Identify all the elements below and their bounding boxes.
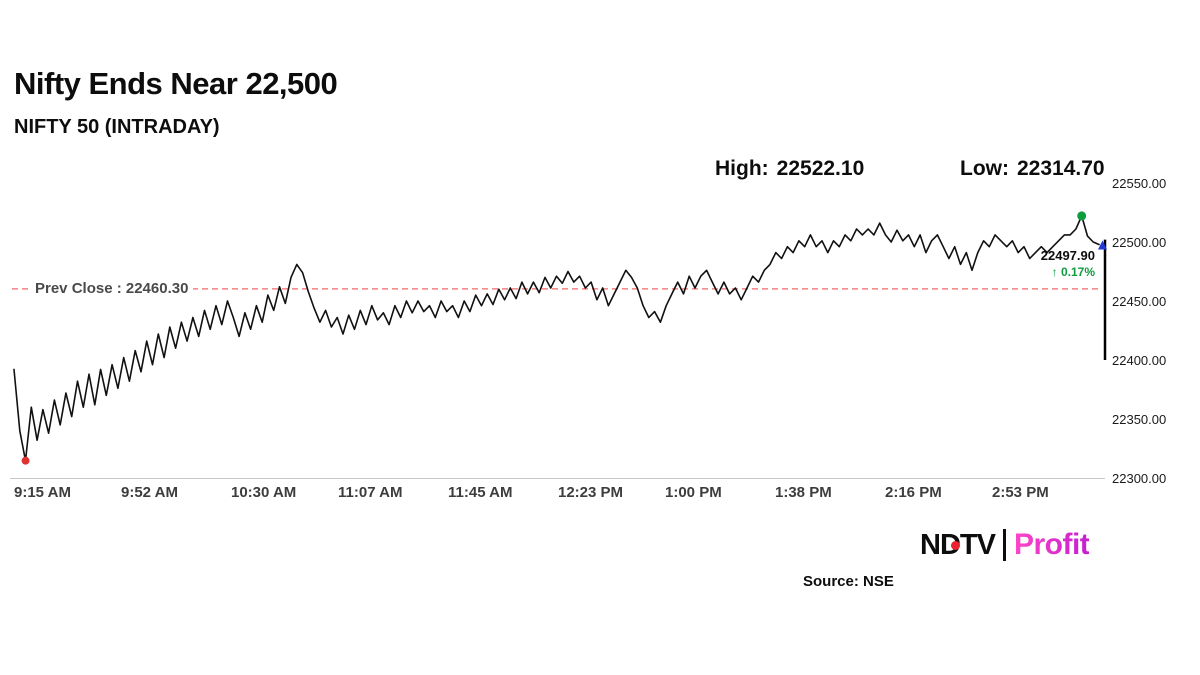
price-line	[13, 215, 1100, 462]
change-value: 0.17%	[1060, 265, 1095, 280]
high-value: 22522.10	[776, 157, 865, 180]
logo-separator	[1002, 529, 1006, 561]
ndtv-logo: NDTV	[920, 529, 996, 562]
last-price-label: 22497.90	[1040, 248, 1095, 264]
high-marker	[1077, 211, 1087, 221]
change-percent: ↑ 0.17%	[1029, 265, 1095, 279]
low-label-text: Low:	[960, 157, 1009, 180]
up-arrow-icon: ↑	[1051, 265, 1058, 280]
high-label-text: High:	[715, 157, 769, 180]
close-marker	[1098, 240, 1107, 250]
low-value: 22314.70	[1016, 157, 1105, 180]
page-title: Nifty Ends Near 22,500	[14, 66, 338, 101]
source-label: Source: NSE	[803, 573, 894, 590]
ndtv-red-dot-icon	[951, 540, 960, 550]
low-label: Low: 22314.70	[960, 157, 1105, 181]
low-marker	[21, 456, 30, 465]
chart-subtitle: NIFTY 50 (INTRADAY)	[14, 116, 220, 138]
high-low-row: High: 22522.10 Low: 22314.70	[0, 157, 1200, 183]
ndtv-profit-logo: NDTV Profit	[920, 528, 1090, 562]
last-price-annotation: 22497.90 ↑ 0.17%	[1029, 248, 1095, 279]
high-label: High: 22522.10	[715, 157, 864, 181]
profit-logo-text: Profit	[1013, 528, 1090, 561]
prev-close-label: Prev Close : 22460.30	[30, 280, 194, 297]
